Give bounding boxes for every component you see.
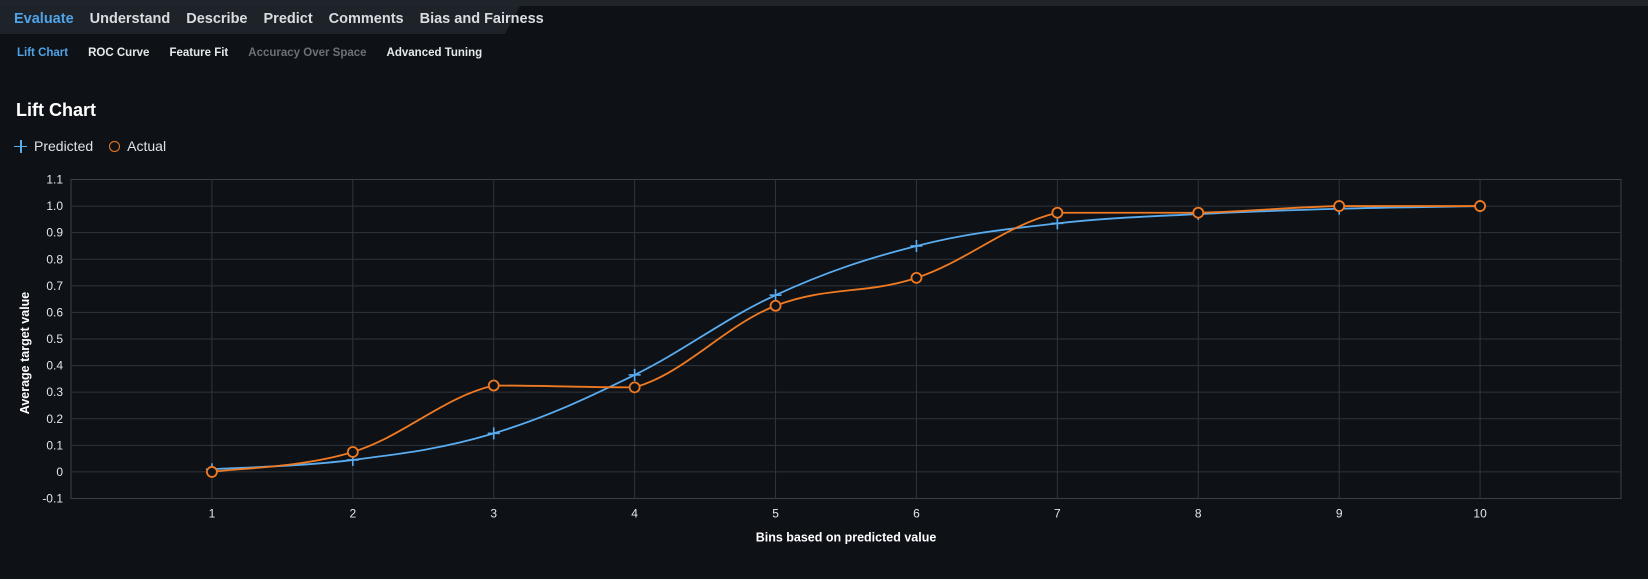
point-actual: [346, 446, 359, 458]
y-tick-label: 0.5: [46, 332, 63, 346]
x-tick-label: 7: [1054, 507, 1061, 521]
y-tick-label: 0.9: [46, 226, 63, 240]
legend-item-actual[interactable]: Actual: [109, 138, 166, 154]
point-actual: [910, 271, 923, 284]
x-tick-label: 5: [772, 507, 779, 521]
circle-marker-icon: [109, 140, 121, 152]
subtab-accuracy-over-space: Accuracy Over Space: [248, 47, 367, 59]
y-tick-label: 0.3: [46, 385, 63, 399]
main-tabs: Evaluate Understand Describe Predict Com…: [14, 8, 544, 30]
x-tick-label: 10: [1473, 507, 1487, 521]
legend-label-actual: Actual: [127, 138, 167, 154]
tab-understand[interactable]: Understand: [89, 11, 171, 27]
x-tick-label: 1: [209, 507, 216, 521]
legend-label-predicted: Predicted: [34, 138, 94, 154]
point-actual: [769, 299, 782, 312]
tab-predict[interactable]: Predict: [263, 11, 313, 27]
series-actual: [211, 205, 1481, 473]
y-tick-label: 0.8: [46, 252, 63, 266]
main-tab-strip: [0, 6, 520, 34]
point-predicted: [769, 289, 782, 302]
y-tick-label: 0.4: [46, 359, 63, 373]
legend-item-predicted[interactable]: Predicted: [14, 138, 93, 154]
point-actual: [1333, 200, 1346, 212]
lift-chart: -0.1 0 0.1 0.2 0.3 0.4 0.5 0.6 0.7 0.8 0.9 1.0 1.1 1 2…: [18, 173, 1622, 545]
tab-bias-and-fairness[interactable]: Bias and Fairness: [419, 11, 544, 27]
tab-describe[interactable]: Describe: [186, 11, 248, 27]
series-line-actual: [211, 205, 1481, 473]
x-axis-title: Bins based on predicted value: [756, 531, 937, 545]
y-tick-label: 1.1: [46, 173, 63, 187]
x-tick-label: 6: [913, 507, 920, 521]
tab-comments[interactable]: Comments: [328, 11, 404, 27]
series-line-predicted: [211, 205, 1481, 471]
point-predicted: [487, 427, 500, 440]
x-tick-label: 8: [1195, 507, 1202, 521]
y-tick-label: 0: [56, 465, 63, 479]
point-actual: [1474, 200, 1486, 212]
y-tick-label: 1.0: [46, 199, 63, 213]
point-actual: [206, 466, 218, 478]
y-tick-label: 0.6: [46, 305, 63, 319]
y-tick-label: 0.7: [46, 279, 63, 293]
subtab-feature-fit[interactable]: Feature Fit: [169, 47, 229, 59]
y-tick-label: 0.1: [46, 438, 63, 452]
point-actual: [487, 379, 500, 392]
series-predicted: [211, 205, 1481, 471]
y-tick-label: -0.1: [42, 492, 63, 506]
x-tick-label: 2: [349, 507, 356, 521]
y-axis-title: Average target value: [18, 292, 32, 415]
point-actual: [1192, 206, 1205, 219]
subtab-roc-curve[interactable]: ROC Curve: [88, 47, 150, 59]
point-predicted: [1051, 217, 1064, 230]
point-predicted: [910, 239, 923, 252]
subtab-advanced-tuning[interactable]: Advanced Tuning: [386, 47, 483, 59]
sub-tabs: Lift Chart ROC Curve Feature Fit Accurac…: [17, 44, 482, 62]
page-title: Lift Chart: [16, 100, 96, 120]
tab-evaluate[interactable]: Evaluate: [14, 11, 74, 27]
point-actual: [628, 381, 641, 394]
x-tick-label: 3: [490, 507, 497, 521]
y-tick-label: 0.2: [46, 412, 63, 426]
plus-marker-icon: [14, 139, 27, 153]
point-actual: [1051, 206, 1064, 219]
chart-legend: Predicted Actual: [14, 138, 176, 154]
top-bar: [0, 0, 1648, 6]
x-tick-label: 9: [1336, 507, 1343, 521]
x-tick-label: 4: [631, 507, 638, 521]
point-predicted: [628, 368, 641, 381]
subtab-lift-chart[interactable]: Lift Chart: [17, 47, 69, 59]
